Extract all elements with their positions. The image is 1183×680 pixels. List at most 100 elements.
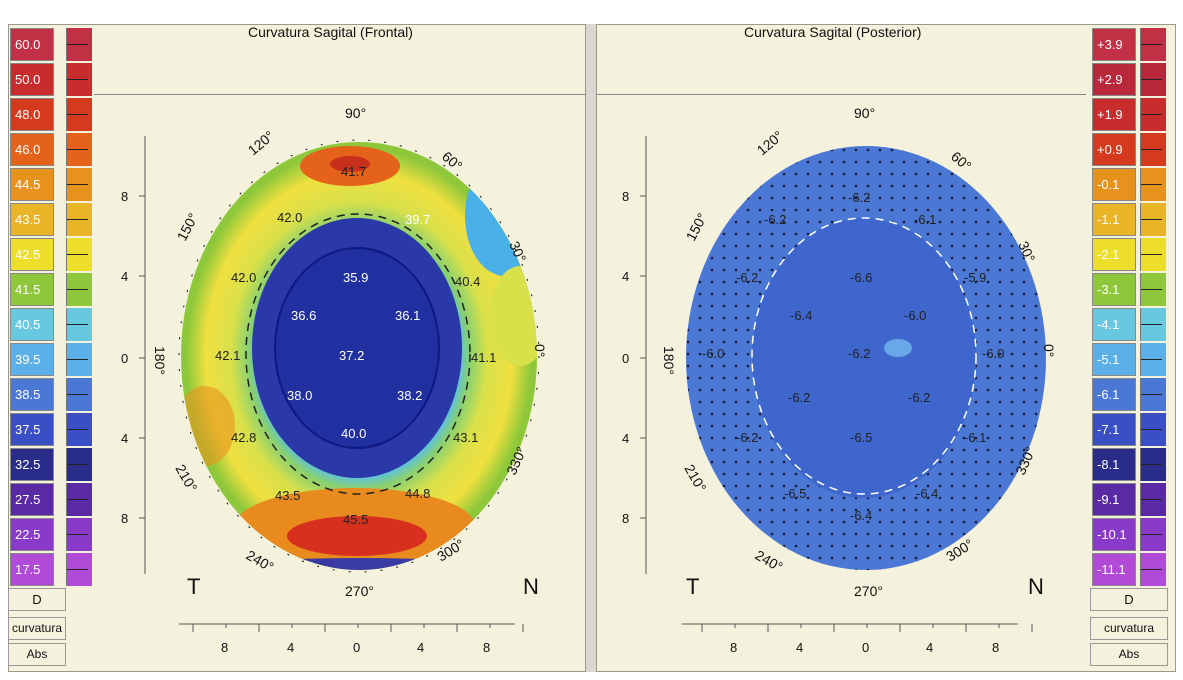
map-value-label: -6.5 — [784, 486, 806, 501]
angle-label: 180° — [661, 346, 677, 375]
map-value-label: 44.8 — [405, 486, 430, 501]
map-value-label: -6.0 — [702, 346, 724, 361]
y-tick-label: 8 — [622, 511, 629, 526]
frontal-temporal-label: T — [187, 574, 200, 599]
scale-value: 17.5 — [10, 553, 54, 586]
scale-color-band — [66, 378, 92, 411]
scale-value: 22.5 — [10, 518, 54, 551]
map-value-label: -6.2 — [848, 346, 870, 361]
angle-label: 90° — [345, 105, 366, 121]
angle-label: 0° — [532, 344, 548, 357]
scale-value: 41.5 — [10, 273, 54, 306]
x-tick-label: 8 — [221, 640, 228, 655]
scale-value: -6.1 — [1092, 378, 1136, 411]
map-value-label: -6.5 — [850, 430, 872, 445]
scale-value: 48.0 — [10, 98, 54, 131]
frontal-reference-circle — [245, 213, 471, 495]
y-tick-label: 8 — [622, 189, 629, 204]
scale-value: -3.1 — [1092, 273, 1136, 306]
scale-color-band — [1140, 343, 1166, 376]
map-value-label: 39.7 — [405, 212, 430, 227]
scale-value: +2.9 — [1092, 63, 1136, 96]
posterior-temporal-label: T — [686, 574, 699, 599]
map-value-label: -6.2 — [764, 212, 786, 227]
scale-color-band — [66, 28, 92, 61]
angle-label: 90° — [854, 105, 875, 121]
x-tick-label: 4 — [796, 640, 803, 655]
scale-value: -2.1 — [1092, 238, 1136, 271]
posterior-title-divider — [596, 94, 1086, 95]
scale-value: -9.1 — [1092, 483, 1136, 516]
scale-value: 46.0 — [10, 133, 54, 166]
scale-color-band — [1140, 378, 1166, 411]
scale-color-band — [1140, 483, 1166, 516]
scale-color-band — [66, 413, 92, 446]
map-value-label: 36.6 — [291, 308, 316, 323]
y-tick-label: 8 — [121, 189, 128, 204]
angle-label: 30° — [1015, 239, 1038, 265]
angle-label: 240° — [753, 547, 786, 575]
map-value-label: -6.2 — [908, 390, 930, 405]
angle-label: 150° — [683, 210, 711, 243]
x-tick-label: 8 — [483, 640, 490, 655]
scale-value: +0.9 — [1092, 133, 1136, 166]
scale-value: -0.1 — [1092, 168, 1136, 201]
angle-label: 0° — [1041, 344, 1057, 357]
scale-color-band — [66, 168, 92, 201]
scale-color-band — [1140, 28, 1166, 61]
map-value-label: 36.1 — [395, 308, 420, 323]
x-tick-label: 0 — [353, 640, 360, 655]
scale-color-band — [1140, 308, 1166, 341]
scale-color-band — [1140, 133, 1166, 166]
scale-value: 60.0 — [10, 28, 54, 61]
angle-label: 150° — [174, 210, 202, 243]
angle-label: 180° — [152, 346, 168, 375]
map-value-label: -6.4 — [850, 508, 872, 523]
y-tick-label: 0 — [622, 351, 629, 366]
angle-label: 120° — [245, 127, 277, 158]
scale-color-band — [1140, 553, 1166, 586]
panel-separator — [586, 24, 596, 672]
scale-color-band — [1140, 203, 1166, 236]
angle-label: 120° — [754, 127, 786, 158]
angle-label: 210° — [172, 462, 200, 495]
y-tick-label: 4 — [622, 431, 629, 446]
map-value-label: 41.1 — [471, 350, 496, 365]
scale-value: +1.9 — [1092, 98, 1136, 131]
x-tick-label: 8 — [992, 640, 999, 655]
angle-label: 30° — [506, 239, 529, 265]
scale-color-band — [1140, 518, 1166, 551]
angle-label: 270° — [854, 583, 883, 599]
posterior-scale-type: curvatura — [1090, 617, 1168, 640]
scale-color-band — [1140, 238, 1166, 271]
map-value-label: -6.2 — [788, 390, 810, 405]
posterior-scale-unit: D — [1090, 588, 1168, 611]
angle-label: 210° — [681, 462, 709, 495]
map-value-label: 42.1 — [215, 348, 240, 363]
map-value-label: 37.2 — [339, 348, 364, 363]
map-value-label: 35.9 — [343, 270, 368, 285]
map-value-label: -6.6 — [850, 270, 872, 285]
scale-value: 42.5 — [10, 238, 54, 271]
scale-color-band — [66, 448, 92, 481]
scale-value: 32.5 — [10, 448, 54, 481]
y-tick-label: 4 — [622, 269, 629, 284]
posterior-scale-mode: Abs — [1090, 643, 1168, 666]
scale-color-band — [66, 483, 92, 516]
x-tick-label: 4 — [287, 640, 294, 655]
scale-value: -7.1 — [1092, 413, 1136, 446]
scale-value: 37.5 — [10, 413, 54, 446]
posterior-panel-title: Curvatura Sagital (Posterior) — [744, 24, 922, 40]
frontal-topography-map: 41.7 42.0 39.7 42.0 35.9 40.4 36.6 36.1 42.1 37.2… — [121, 105, 548, 655]
scale-color-band — [66, 203, 92, 236]
map-value-label: -6.1 — [964, 430, 986, 445]
map-value-label: -5.9 — [964, 270, 986, 285]
map-value-label: -6.0 — [904, 308, 926, 323]
scale-color-band — [66, 553, 92, 586]
map-value-label: -6.2 — [736, 430, 758, 445]
map-value-label: 42.0 — [277, 210, 302, 225]
scale-color-band — [66, 518, 92, 551]
map-value-label: 42.0 — [231, 270, 256, 285]
scale-color-band — [1140, 448, 1166, 481]
frontal-nasal-label: N — [523, 574, 539, 599]
